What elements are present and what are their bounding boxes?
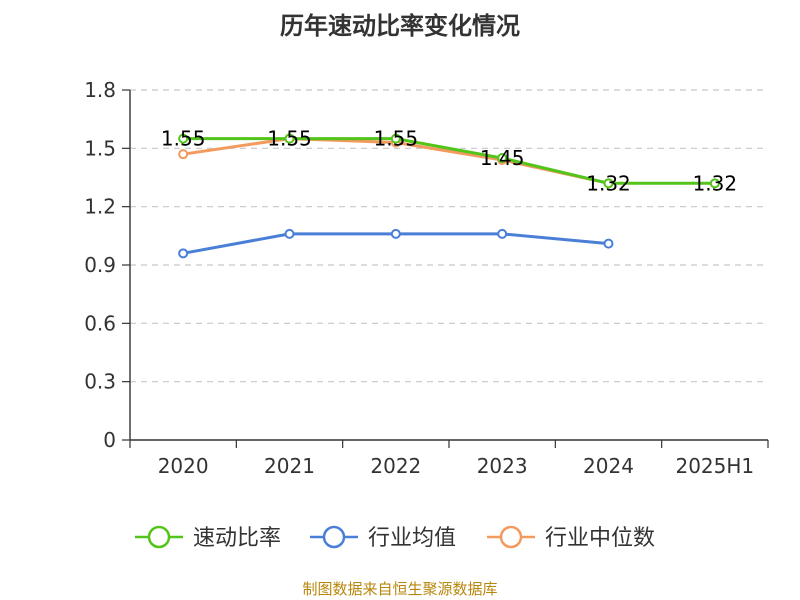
data-label: 1.55 xyxy=(374,127,419,151)
data-point xyxy=(284,133,295,144)
data-point xyxy=(497,228,508,239)
data-label: 1.55 xyxy=(267,127,312,151)
data-point xyxy=(603,238,614,249)
x-tick-label: 2024 xyxy=(583,454,634,478)
chart-title: 历年速动比率变化情况 xyxy=(280,12,520,40)
y-tick-label: 1.2 xyxy=(84,195,116,219)
data-point xyxy=(178,248,189,259)
data-point xyxy=(284,228,295,239)
legend-label: 速动比率 xyxy=(193,526,281,551)
data-label: 1.32 xyxy=(586,171,631,195)
legend-circle-icon xyxy=(147,525,171,549)
data-point xyxy=(178,133,189,144)
legend-label: 行业中位数 xyxy=(545,526,655,551)
y-tick-label: 0.3 xyxy=(84,370,116,394)
y-tick-label: 0.9 xyxy=(84,253,116,277)
data-point xyxy=(390,228,401,239)
x-tick-label: 2020 xyxy=(158,454,209,478)
legend-circle-icon xyxy=(322,525,346,549)
series-lines xyxy=(178,133,720,259)
y-tick-label: 1.5 xyxy=(84,136,116,160)
axes: 0 0.3 0.6 0.9 1.2 1.5 1.8 2020 2021 2022 2023 2024 2… xyxy=(84,78,769,478)
legend-circle-icon xyxy=(499,525,523,549)
data-label: 1.55 xyxy=(161,127,206,151)
x-tick-label: 2021 xyxy=(264,454,315,478)
source-note: 制图数据来自恒生聚源数据库 xyxy=(302,580,498,598)
legend-label: 行业均值 xyxy=(368,526,456,551)
data-point xyxy=(497,153,508,164)
grid-lines xyxy=(130,89,768,383)
data-label: 1.32 xyxy=(693,171,738,195)
data-point xyxy=(178,149,189,160)
data-label: 1.45 xyxy=(480,146,525,170)
legend[interactable]: 速动比率 行业均值 行业中位数 xyxy=(135,525,655,551)
data-labels: 1.55 1.55 1.55 1.45 1.32 1.32 xyxy=(161,127,737,196)
y-tick-label: 0 xyxy=(103,428,116,452)
legend-item-2[interactable]: 行业中位数 xyxy=(487,525,655,551)
legend-item-1[interactable]: 行业均值 xyxy=(310,525,456,551)
x-tick-label: 2022 xyxy=(370,454,421,478)
x-tick-label: 2025H1 xyxy=(675,454,754,478)
data-point xyxy=(603,178,614,189)
data-point xyxy=(390,133,401,144)
legend-item-0[interactable]: 速动比率 xyxy=(135,525,281,551)
data-point xyxy=(709,178,720,189)
x-tick-label: 2023 xyxy=(477,454,528,478)
y-tick-label: 0.6 xyxy=(84,311,116,335)
series-line-0 xyxy=(183,137,715,185)
y-tick-label: 1.8 xyxy=(84,78,116,102)
